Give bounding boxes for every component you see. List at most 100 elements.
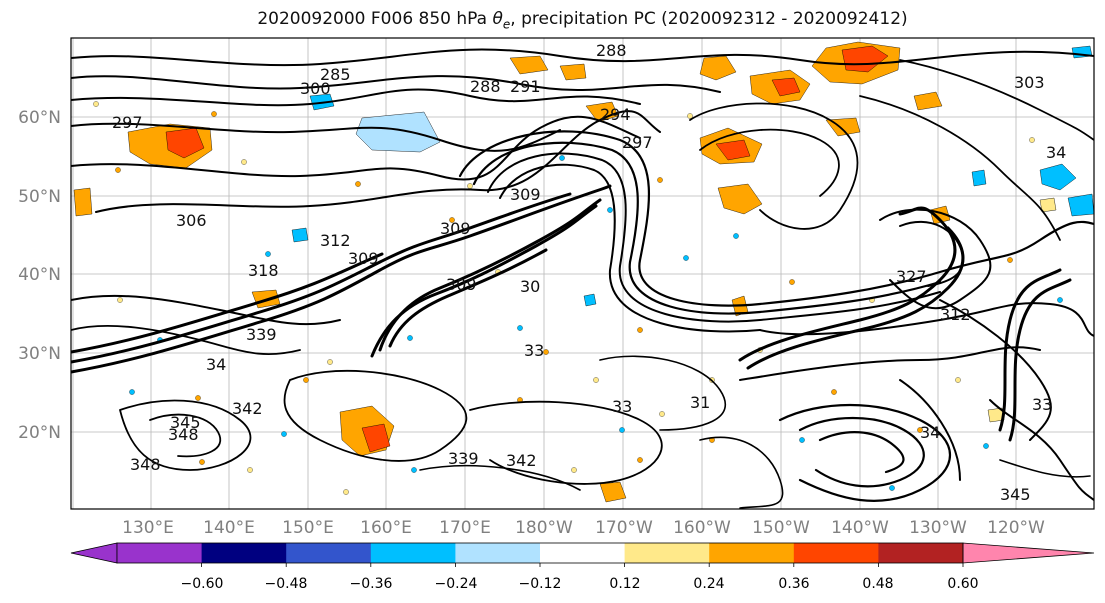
colorbar-tick-label: 0.12 [609, 576, 640, 592]
colorbar-tick-label: 0.60 [947, 576, 978, 592]
theta-e-contour [599, 355, 727, 431]
precipitation-shading [73, 41, 1094, 503]
lat-label: 20°N [18, 423, 61, 443]
contour-value-label: 312 [320, 231, 351, 250]
precip-dot [467, 183, 473, 189]
precip-dot [1007, 257, 1013, 263]
colorbar-tick-label: −0.48 [265, 576, 308, 592]
precip-dot [241, 159, 247, 165]
lon-label: 140°W [831, 518, 889, 538]
precip-patch [585, 101, 619, 123]
precip-dot [983, 443, 989, 449]
precip-dot [343, 489, 349, 495]
contour-value-label: 345 [1000, 485, 1031, 504]
precip-dot [355, 181, 361, 187]
lat-label: 40°N [18, 265, 61, 285]
precip-dot [1029, 137, 1035, 143]
contour-value-label: 339 [448, 449, 479, 468]
precip-patch [913, 91, 943, 111]
theta-e-contour [469, 400, 663, 485]
precip-dot [407, 335, 413, 341]
precip-dot [571, 467, 577, 473]
contour-value-label: 309 [446, 275, 477, 294]
colorbar-tick-label: −0.24 [435, 576, 478, 592]
theta-e-front-contour [998, 268, 1062, 432]
theta-e-contour [71, 115, 641, 181]
lon-label: 150°W [752, 518, 810, 538]
theta-e-front-contour [71, 184, 612, 374]
theta-e-contour [699, 436, 784, 509]
theta-e-front-contour [388, 248, 548, 348]
lon-label: 160°E [360, 518, 412, 538]
precip-dot [659, 411, 665, 417]
precip-dot [789, 279, 795, 285]
theta-e-contour [95, 110, 661, 213]
precip-dot [637, 457, 643, 463]
precip-dot [543, 349, 549, 355]
longitude-labels: 130°E 140°E 150°E 160°E 170°E 180°W 170°… [122, 518, 1045, 538]
precip-dot [683, 255, 689, 261]
contour-value-label: 342 [506, 451, 537, 470]
precip-dot [265, 251, 271, 257]
lon-label: 170°E [439, 518, 491, 538]
lon-label: 170°W [595, 518, 653, 538]
contour-value-label: 318 [248, 261, 279, 280]
lon-label: 160°W [673, 518, 731, 538]
theta-e-contour [71, 294, 341, 326]
contour-value-label: 309 [440, 219, 471, 238]
colorbar-segment [624, 543, 710, 563]
theta-e-contour [283, 369, 468, 462]
precip-patch [971, 169, 987, 187]
theta-e-contour [487, 152, 941, 323]
contour-value-label: 31 [690, 393, 710, 412]
contour-value-label: 34 [920, 423, 940, 442]
contour-value-label: 309 [510, 185, 541, 204]
theta-e-contour [419, 464, 581, 491]
precip-patch [291, 227, 309, 243]
colorbar-tick-label: −0.36 [350, 576, 393, 592]
lat-label: 30°N [18, 344, 61, 364]
contour-value-label: 294 [600, 105, 631, 124]
theta-e-contour [71, 48, 1094, 67]
precip-dot [199, 459, 205, 465]
precip-dot [733, 233, 739, 239]
contour-value-label: 288 [596, 41, 627, 60]
lon-label: 140°E [203, 518, 255, 538]
precip-patch [559, 63, 587, 81]
contour-value-label: 303 [1014, 73, 1045, 92]
theta-e-front-contour [738, 206, 957, 362]
contour-value-label: 285 [320, 65, 351, 84]
colorbar-extend-max [962, 542, 1095, 564]
precip-patch [73, 187, 93, 217]
graticule [71, 38, 1094, 509]
precip-dot [449, 217, 455, 223]
theta-e-contour [472, 141, 942, 315]
lat-label: 50°N [18, 187, 61, 207]
theta-e-contours [71, 48, 1094, 509]
precip-patch [1039, 163, 1077, 191]
precip-patch [1067, 193, 1094, 217]
colorbar-extend-min [70, 542, 118, 564]
contour-value-label: 345 [170, 413, 201, 432]
precip-dot [831, 389, 837, 395]
precip-dot [593, 377, 599, 383]
precip-dot [607, 207, 613, 213]
contour-value-label: 306 [176, 211, 207, 230]
title-prefix: 2020092000 F006 850 hPa [257, 9, 493, 29]
theta-e-front-contour [71, 252, 384, 354]
theta-e-contour [71, 122, 561, 152]
theta-e-front-contour [370, 204, 598, 358]
precip-dot [117, 297, 123, 303]
precip-dot [619, 427, 625, 433]
contour-value-label: 288 [470, 77, 501, 96]
theta-e-contour [899, 59, 1094, 141]
colorbar-segment [455, 543, 541, 563]
theta-e-contour [778, 403, 951, 502]
precip-dot [115, 167, 121, 173]
precip-patch [599, 481, 627, 503]
contour-value-label: 33 [524, 341, 544, 360]
contour-value-label: 348 [168, 425, 199, 444]
contour-value-label: 34 [206, 355, 226, 374]
theta-e-front-contour [746, 226, 965, 370]
